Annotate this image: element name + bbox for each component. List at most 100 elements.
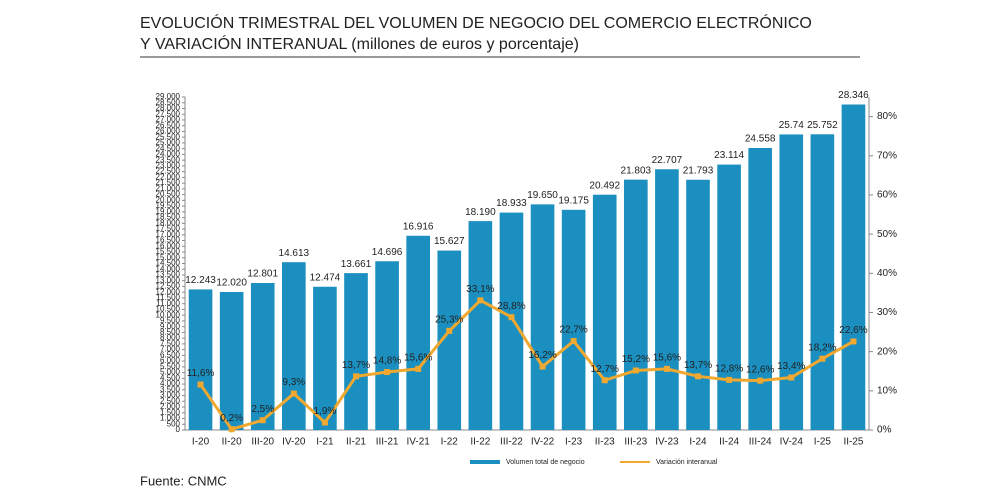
bar-label: 12.474 <box>310 272 341 283</box>
line-label: 22,7% <box>559 325 587 336</box>
line-label: 15,6% <box>653 353 681 364</box>
x-tick-label: I-21 <box>316 437 334 448</box>
bar-label: 22.707 <box>652 155 683 166</box>
y-tick-label: 16.500 <box>156 236 181 245</box>
y-tick-label: 17.000 <box>156 230 181 239</box>
y-tick-label: 3.000 <box>160 391 181 400</box>
legend-swatch <box>470 460 500 464</box>
line-marker <box>290 390 297 397</box>
x-tick-label: III-21 <box>376 437 399 448</box>
line-marker <box>197 381 204 388</box>
bar-label: 15.627 <box>434 236 465 247</box>
line-label: 2,5% <box>251 404 274 415</box>
line-marker <box>228 426 235 433</box>
bar <box>655 169 679 431</box>
y2-tick-label: 0% <box>877 425 892 436</box>
line-marker <box>477 297 484 304</box>
x-tick-label: II-23 <box>595 437 615 448</box>
line-label: 33,1% <box>466 284 494 295</box>
y2-tick-label: 80% <box>877 111 897 122</box>
line-marker <box>508 314 515 321</box>
line-marker <box>353 373 359 380</box>
bar-label: 25.752 <box>807 120 838 131</box>
bar-label: 24.558 <box>745 134 776 145</box>
bar <box>779 134 804 431</box>
y-tick-label: 24.500 <box>156 144 181 153</box>
y-tick-label: 12.000 <box>156 287 181 296</box>
line-label: 18,2% <box>808 342 836 353</box>
bar <box>250 283 275 430</box>
bar-label: 12.243 <box>185 275 216 286</box>
line-label: 13,4% <box>777 361 805 372</box>
y-tick-label: 5.500 <box>160 362 181 371</box>
y-tick-label: 4.000 <box>160 379 181 388</box>
bar-label: 19.650 <box>527 190 558 201</box>
y-tick-label: 25.000 <box>156 138 181 147</box>
y-tick-label: 11.000 <box>156 299 180 308</box>
x-tick-label: III-23 <box>624 437 647 448</box>
y2-tick-label: 30% <box>877 307 897 318</box>
bar-label: 23.114 <box>714 150 744 161</box>
y2-tick-label: 50% <box>877 229 897 240</box>
y2-tick-label: 60% <box>877 190 897 201</box>
line-label: 11,6% <box>187 368 215 379</box>
bar <box>686 179 710 430</box>
bar <box>344 273 368 430</box>
bar <box>810 134 835 430</box>
y-tick-label: 13.000 <box>156 276 181 285</box>
line-label: 16,2% <box>528 350 556 361</box>
y-tick-label: 21.500 <box>156 178 181 187</box>
y-tick-label: 4.500 <box>160 373 181 382</box>
line-label: 28,8% <box>497 301 525 312</box>
y-tick-label: 8.500 <box>160 328 181 337</box>
x-tick-label: III-20 <box>251 437 274 448</box>
line-marker <box>384 369 391 376</box>
y-tick-label: 26.000 <box>156 127 181 136</box>
y-tick-label: 7.000 <box>160 345 181 354</box>
bar <box>499 212 524 430</box>
bar-label: 12.801 <box>247 269 278 280</box>
y-tick-label: 27.000 <box>156 115 181 124</box>
x-tick-label: IV-23 <box>655 437 679 448</box>
y-tick-label: 23.000 <box>156 161 181 170</box>
y-tick-label: 28.500 <box>156 98 181 107</box>
y-tick-label: 14.000 <box>156 264 181 273</box>
line-label: 0,2% <box>220 413 243 424</box>
line-marker <box>695 373 701 380</box>
x-tick-label: II-22 <box>470 437 490 448</box>
y-tick-label: 18.500 <box>156 213 181 222</box>
y2-tick-label: 10% <box>877 385 897 396</box>
bar-label: 19.175 <box>558 195 589 206</box>
x-tick-label: I-22 <box>441 437 459 448</box>
y-tick-label: 18.000 <box>156 218 181 227</box>
y-tick-label: 2.000 <box>160 402 181 411</box>
y-tick-label: 3.500 <box>160 385 181 394</box>
line-label: 13,7% <box>342 360 370 371</box>
line-marker <box>788 374 795 381</box>
line-label: 22,6% <box>839 325 867 336</box>
y2-tick-label: 40% <box>877 268 897 279</box>
bar <box>748 148 772 430</box>
x-tick-label: III-24 <box>749 437 772 448</box>
bar-label: 25.74 <box>779 120 804 131</box>
y-tick-label: 6.000 <box>160 356 181 365</box>
x-tick-label: II-24 <box>719 437 739 448</box>
x-tick-label: III-22 <box>500 437 523 448</box>
bar <box>530 204 555 430</box>
y-tick-label: 2.500 <box>160 396 181 405</box>
bar <box>219 291 244 430</box>
line-marker <box>850 338 857 345</box>
y-tick-label: 20.500 <box>156 190 181 199</box>
y-tick-label: 1.000 <box>160 414 181 423</box>
x-tick-label: I-25 <box>814 437 832 448</box>
bar-label: 16.916 <box>403 221 434 232</box>
line-label: 15,2% <box>622 354 650 365</box>
bar <box>468 221 493 430</box>
y-tick-label: 12.500 <box>156 282 181 291</box>
y-tick-label: 20.000 <box>156 195 181 204</box>
chart-subtitle: Y VARIACIÓN INTERANUAL (millones de euro… <box>140 34 579 53</box>
y-tick-label: 7.500 <box>160 339 181 348</box>
bar <box>624 179 648 430</box>
bar <box>841 104 866 430</box>
line-marker <box>321 419 328 426</box>
